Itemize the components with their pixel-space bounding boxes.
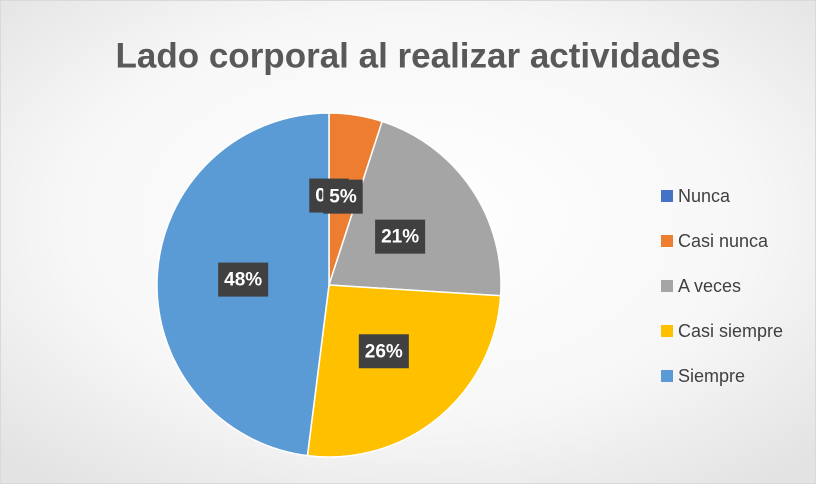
data-label: 5% [323, 179, 363, 214]
legend-label: Casi nunca [678, 231, 769, 251]
data-label-text: 48% [224, 270, 262, 291]
data-label: 21% [375, 219, 426, 254]
legend-label: Casi siempre [678, 321, 783, 341]
data-label-text: 26% [365, 341, 403, 362]
data-label-box [323, 179, 363, 214]
chart-title: Lado corporal al realizar actividades [116, 36, 721, 75]
data-label: 48% [218, 262, 269, 297]
pie-slice [306, 284, 502, 458]
legend-label: Nunca [678, 186, 731, 206]
data-label-box [218, 262, 269, 297]
legend-swatch [661, 280, 673, 292]
data-label-box [375, 219, 426, 254]
legend-swatch [661, 190, 673, 202]
legend-swatch [661, 370, 673, 382]
legend-label: A veces [678, 276, 741, 296]
legend-label: Siempre [678, 366, 745, 386]
legend-swatch [661, 235, 673, 247]
data-label-text: 21% [381, 227, 419, 248]
data-label: 26% [358, 334, 409, 369]
data-label-text: 5% [329, 187, 357, 208]
legend-swatch [661, 325, 673, 337]
pie-slice [327, 120, 502, 297]
data-label-box [358, 334, 409, 369]
